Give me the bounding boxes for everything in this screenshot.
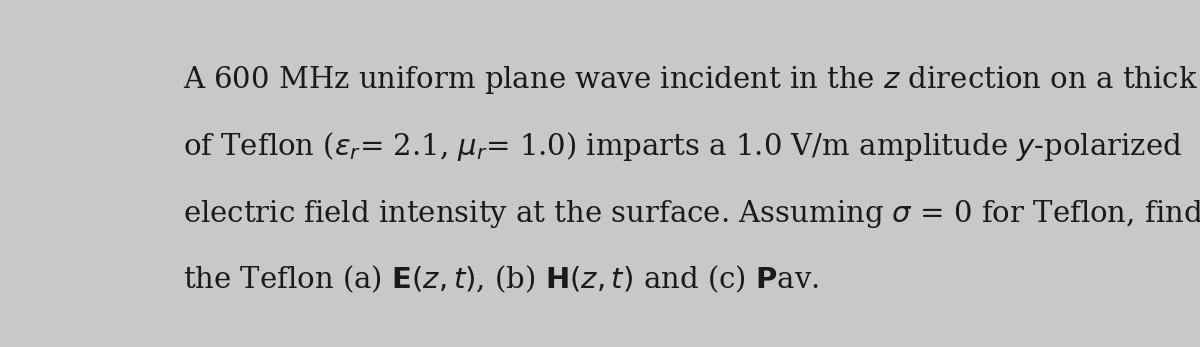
Text: electric field intensity at the surface. Assuming $\sigma$ = 0 for Teflon, find : electric field intensity at the surface.…	[182, 198, 1200, 230]
Text: of Teflon ($\varepsilon_r$= 2.1, $\mu_r$= 1.0) imparts a 1.0 V/m amplitude $y$-p: of Teflon ($\varepsilon_r$= 2.1, $\mu_r$…	[182, 130, 1182, 163]
Text: the Teflon (a) $\mathbf{E}$$(z,t)$, (b) $\mathbf{H}$$(z,t)$ and (c) $\mathbf{P}$: the Teflon (a) $\mathbf{E}$$(z,t)$, (b) …	[182, 264, 818, 295]
Text: A 600 MHz uniform plane wave incident in the $z$ direction on a thick slab: A 600 MHz uniform plane wave incident in…	[182, 65, 1200, 96]
